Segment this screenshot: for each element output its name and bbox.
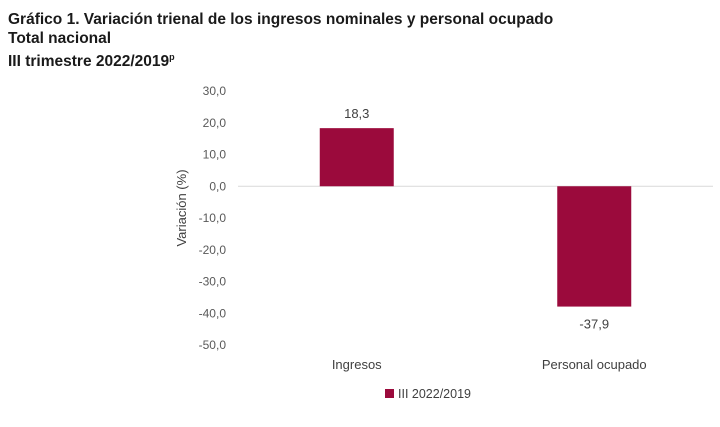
legend-label: III 2022/2019 [398, 387, 471, 401]
chart-title: Gráfico 1. Variación trienal de los ingr… [8, 11, 554, 28]
bar-personal-ocupado [557, 186, 632, 307]
y-tick-label: -20,0 [199, 243, 227, 257]
legend: III 2022/2019 [385, 387, 471, 401]
bar-ingresos [319, 128, 394, 187]
y-tick-label: -30,0 [199, 275, 227, 289]
y-axis-ticks: 30,0 20,0 10,0 0,0 -10,0 -20,0 -30,0 -40,0 -50,0 [199, 84, 227, 352]
data-label: 18,3 [344, 106, 369, 121]
y-tick-label: -10,0 [199, 211, 227, 225]
y-tick-label: 10,0 [203, 148, 227, 162]
legend-swatch [385, 389, 394, 398]
chart-subtitle-period: III trimestre 2022/2019p [8, 48, 553, 71]
y-axis-label: Variación (%) [174, 169, 189, 246]
category-label: Personal ocupado [542, 357, 647, 372]
y-tick-label: 30,0 [203, 84, 227, 98]
bars-group [319, 128, 632, 307]
category-label: Ingresos [332, 357, 382, 372]
data-label: -37,9 [579, 317, 609, 332]
chart-subtitle-scope: Total nacional [8, 30, 112, 47]
data-labels-group: 18,3 -37,9 [344, 106, 609, 331]
y-tick-label: 0,0 [209, 179, 226, 193]
y-tick-label: 20,0 [203, 116, 227, 130]
period-text: III trimestre 2022/2019 [8, 53, 170, 70]
y-tick-label: -40,0 [199, 306, 227, 320]
chart-title-block: Gráfico 1. Variación trienal de los ingr… [8, 10, 553, 71]
provisional-mark: p [169, 52, 175, 62]
category-labels-group: Ingresos Personal ocupado [332, 357, 647, 372]
y-tick-label: -50,0 [199, 338, 227, 352]
